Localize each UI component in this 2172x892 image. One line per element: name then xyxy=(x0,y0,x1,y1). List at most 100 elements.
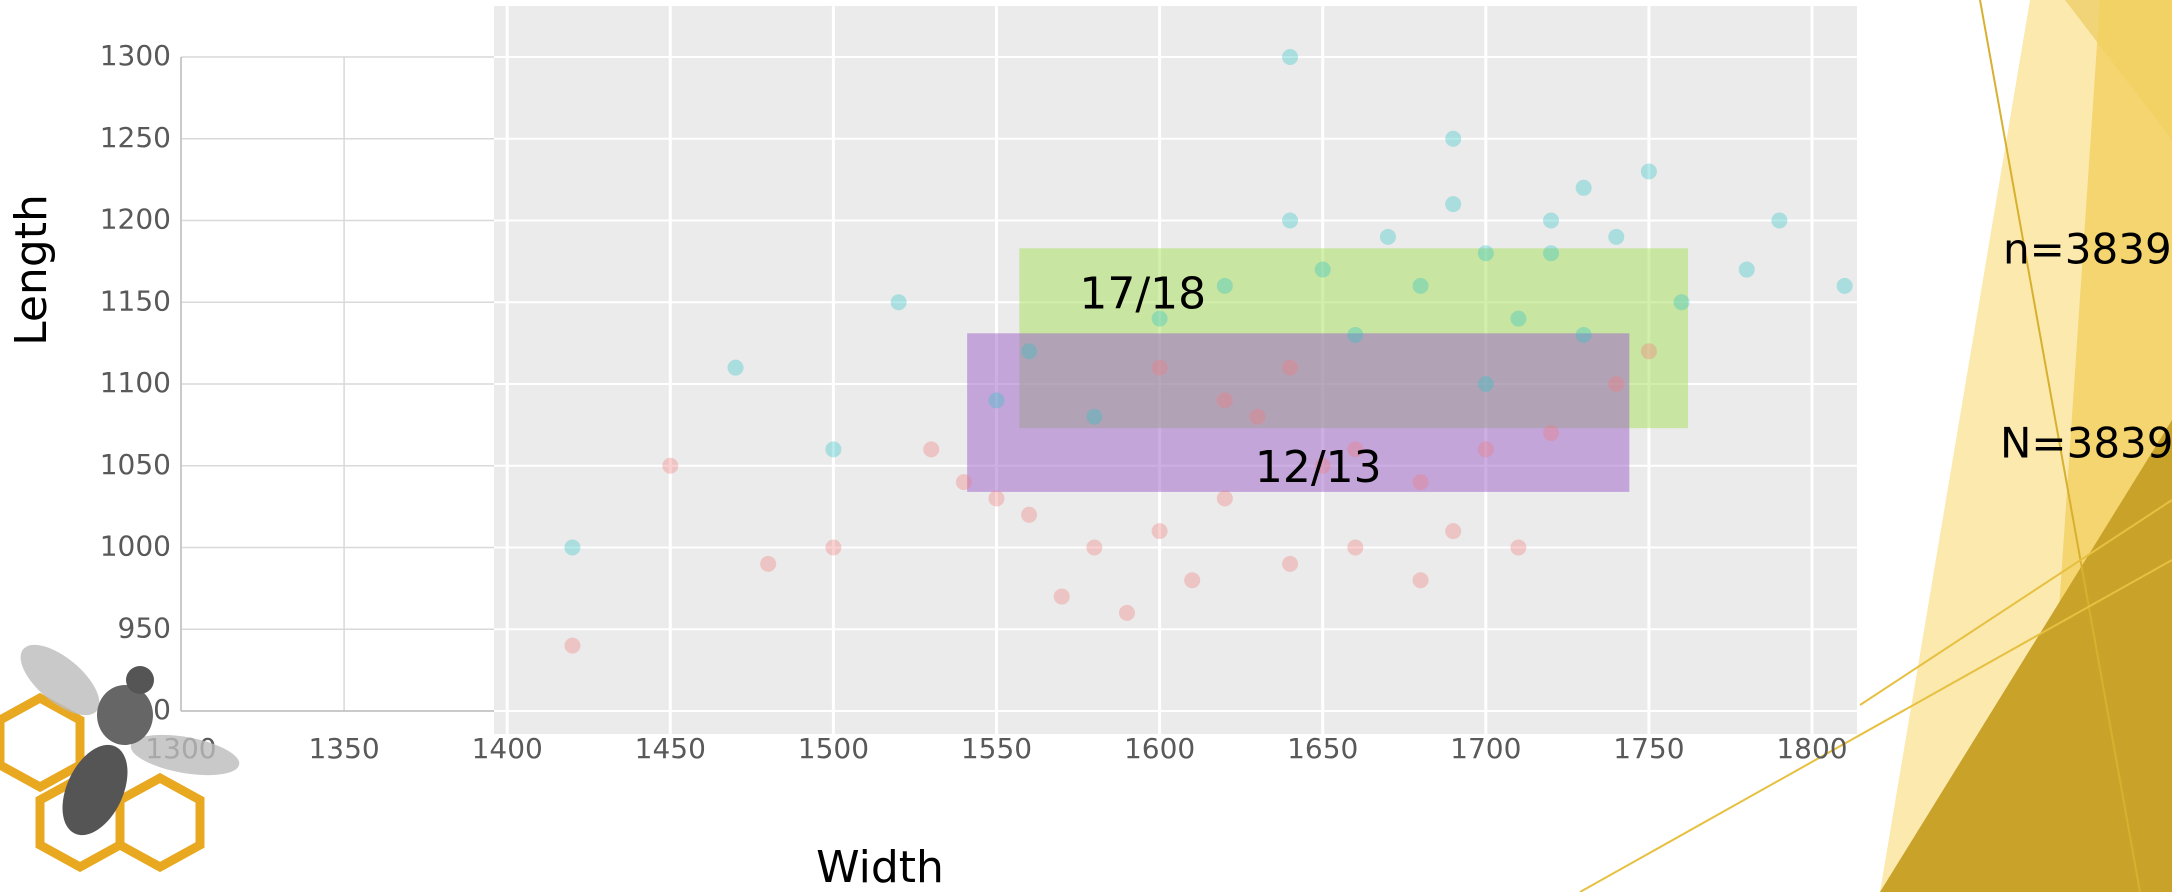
point xyxy=(564,539,581,556)
point xyxy=(1477,376,1494,392)
point xyxy=(1445,523,1462,540)
point xyxy=(955,474,972,491)
point xyxy=(825,539,842,556)
point xyxy=(1412,277,1429,294)
point xyxy=(1053,588,1070,605)
bee-thorax xyxy=(97,685,153,745)
deco-line xyxy=(1579,559,2172,892)
y-tick-label: 1200 xyxy=(100,203,171,236)
point xyxy=(1575,326,1592,343)
x-tick-label: 1800 xyxy=(1776,732,1847,765)
x-tick-label: 1600 xyxy=(1124,732,1195,765)
point xyxy=(1477,245,1494,262)
point xyxy=(1151,310,1168,327)
point xyxy=(1445,196,1462,213)
point xyxy=(1608,228,1625,245)
point xyxy=(662,457,679,474)
y-tick-label: 1050 xyxy=(100,448,171,481)
point xyxy=(988,490,1005,507)
x-tick-label: 1550 xyxy=(961,732,1032,765)
wing xyxy=(20,644,100,716)
point xyxy=(1543,425,1560,442)
point xyxy=(1640,163,1657,180)
point xyxy=(1543,212,1560,229)
x-tick-label: 1500 xyxy=(798,732,869,765)
annotation: n=3839 xyxy=(2003,225,2172,274)
point xyxy=(1021,343,1038,360)
hex xyxy=(115,772,205,873)
point xyxy=(1379,228,1396,245)
y-tick-label: 950 xyxy=(118,611,171,644)
point xyxy=(1510,310,1527,327)
point xyxy=(1510,539,1527,556)
x-axis-title: Width xyxy=(816,842,944,892)
point xyxy=(1477,441,1494,458)
x-tick-label: 1750 xyxy=(1613,732,1684,765)
point xyxy=(1673,294,1690,311)
x-tick-label: 1450 xyxy=(635,732,706,765)
point xyxy=(1282,212,1299,229)
y-tick-label: 1000 xyxy=(100,530,171,563)
point xyxy=(1151,359,1168,376)
bee-logo xyxy=(0,644,240,873)
point xyxy=(923,441,940,458)
points: 17/18 12/13 xyxy=(564,49,1853,654)
y-tick-label: 1150 xyxy=(100,284,171,317)
region-label: 17/18 xyxy=(1079,268,1206,319)
point xyxy=(1738,261,1755,278)
y-tick-label: 1300 xyxy=(100,39,171,72)
point xyxy=(1412,572,1429,589)
point xyxy=(1347,326,1364,343)
decoration xyxy=(1579,0,2172,892)
hex xyxy=(0,692,85,793)
point xyxy=(825,441,842,458)
point xyxy=(1216,392,1233,409)
point xyxy=(890,294,907,311)
point xyxy=(1543,245,1560,262)
ticks: 9009501000105011001150120012501300130013… xyxy=(100,39,1848,765)
point xyxy=(1314,261,1331,278)
point xyxy=(760,555,777,572)
x-tick-label: 1400 xyxy=(472,732,543,765)
point xyxy=(1086,539,1103,556)
bee-abdomen xyxy=(62,744,128,836)
y-tick-label: 1250 xyxy=(100,121,171,154)
deco-line xyxy=(1859,499,2172,706)
point xyxy=(1282,49,1299,65)
point xyxy=(1412,474,1429,491)
point xyxy=(564,637,581,654)
region-label: 12/13 xyxy=(1255,442,1382,493)
point xyxy=(727,359,744,376)
deco-triangle xyxy=(1880,420,2172,892)
x-tick-label: 1700 xyxy=(1450,732,1521,765)
point xyxy=(1282,555,1299,572)
point xyxy=(1118,604,1135,621)
point xyxy=(988,392,1005,409)
point xyxy=(1282,359,1299,376)
y-tick-label: 1100 xyxy=(100,366,171,399)
point xyxy=(1249,408,1266,425)
y-axis-title: Length xyxy=(6,194,57,346)
wing xyxy=(130,734,240,776)
x-tick-label: 1650 xyxy=(1287,732,1358,765)
point xyxy=(1575,179,1592,196)
point xyxy=(1184,572,1201,589)
regions xyxy=(967,248,1689,492)
point xyxy=(1314,457,1331,474)
region xyxy=(967,333,1630,492)
point xyxy=(1608,376,1625,392)
x-tick-label: 1350 xyxy=(308,732,379,765)
point xyxy=(1771,212,1788,229)
point xyxy=(1086,408,1103,425)
point xyxy=(1347,441,1364,458)
annotation: N=3839 xyxy=(2000,419,2172,468)
point xyxy=(1640,343,1657,360)
point xyxy=(1021,506,1038,523)
point xyxy=(1216,277,1233,294)
point xyxy=(1836,277,1853,294)
point xyxy=(1151,523,1168,540)
point xyxy=(1445,130,1462,147)
point xyxy=(1347,539,1364,556)
